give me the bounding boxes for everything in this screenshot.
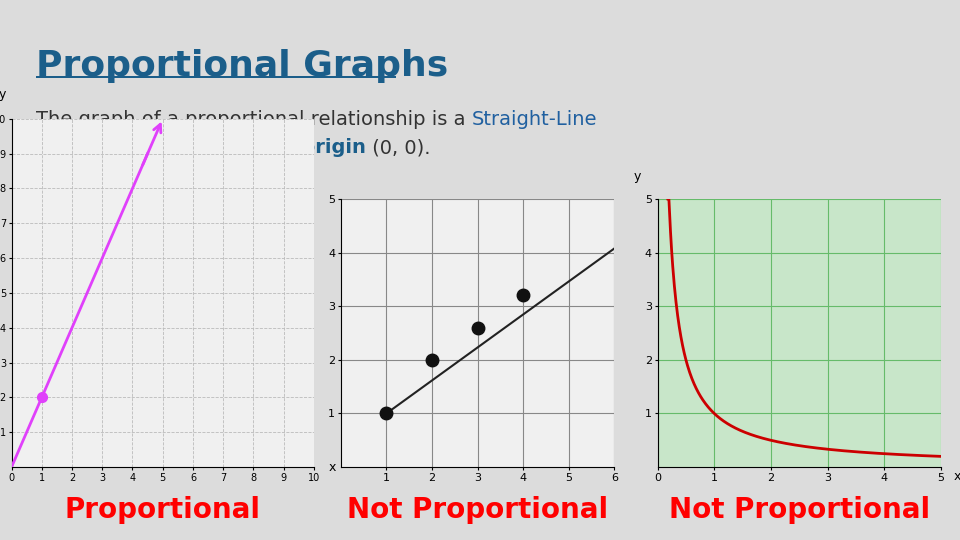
Text: that: that (36, 138, 82, 157)
Text: The graph of a proportional relationship is a: The graph of a proportional relationship… (36, 110, 471, 129)
Text: y: y (0, 89, 6, 102)
Text: Not Proportional: Not Proportional (668, 496, 930, 524)
Text: Proportional Graphs: Proportional Graphs (36, 49, 448, 83)
Text: x: x (954, 470, 960, 483)
Text: Proportional: Proportional (64, 496, 261, 524)
Text: x: x (329, 461, 336, 474)
Text: Not Proportional: Not Proportional (347, 496, 609, 524)
Text: Straight-Line: Straight-Line (471, 110, 597, 129)
Text: y: y (635, 170, 641, 183)
Text: (0, 0).: (0, 0). (366, 138, 430, 157)
Text: passes through the origin: passes through the origin (82, 138, 366, 157)
